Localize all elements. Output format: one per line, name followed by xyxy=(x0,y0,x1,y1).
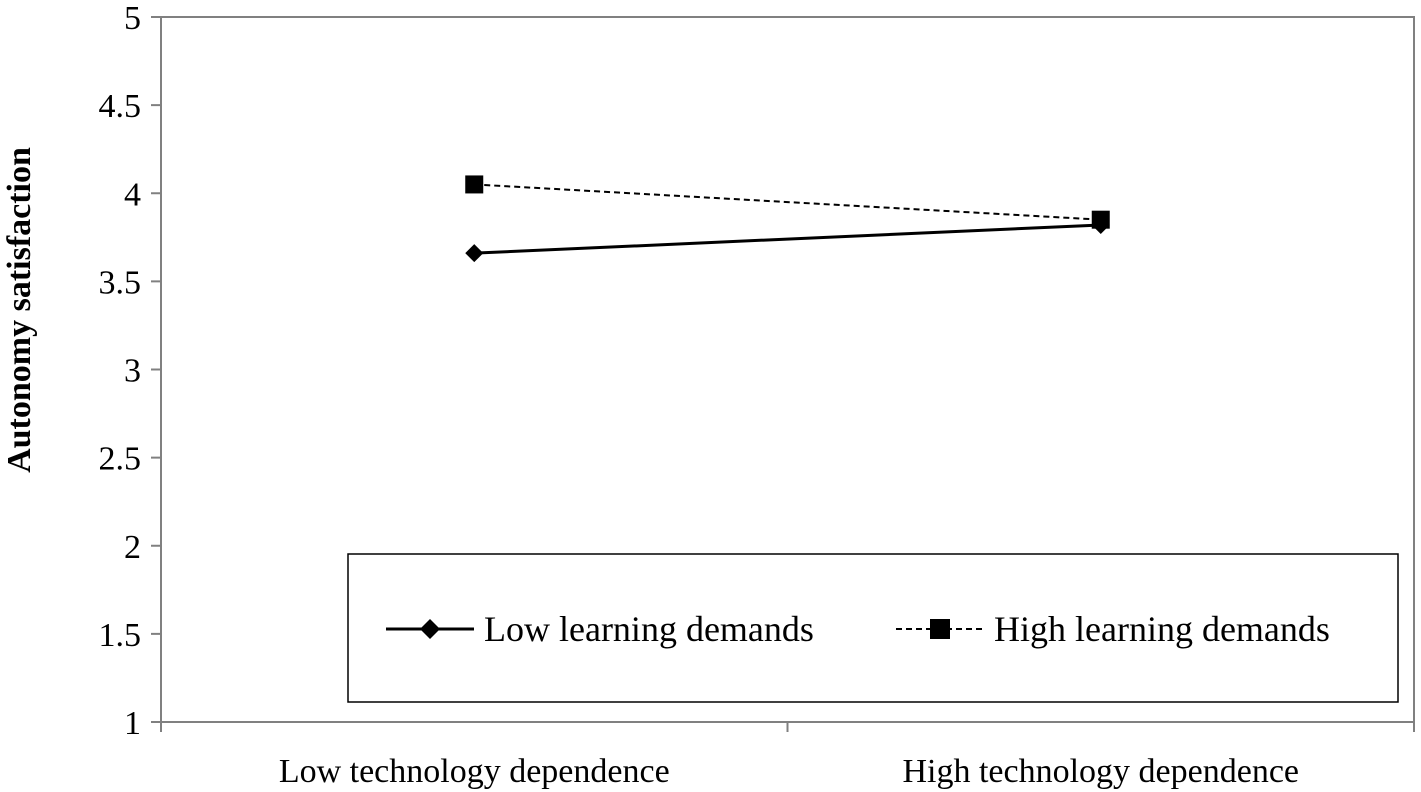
data-point-square xyxy=(1091,210,1110,229)
y-tick-label: 2.5 xyxy=(99,441,142,478)
series-layer xyxy=(465,175,1110,263)
y-tick-label: 4 xyxy=(124,176,141,213)
series-line-low-learning-demands xyxy=(474,223,1101,255)
legend-square-marker xyxy=(930,619,950,639)
x-axis-ticks: Low technology dependence High technology… xyxy=(160,722,1415,790)
y-tick-label: 5 xyxy=(124,0,141,37)
legend-box xyxy=(347,553,1399,703)
legend: Low learning demands High learning deman… xyxy=(347,553,1399,703)
y-tick-label: 1 xyxy=(124,705,141,742)
y-tick-label: 3.5 xyxy=(99,264,142,301)
legend-diamond-marker xyxy=(420,619,440,639)
x-tick-label: High technology dependence xyxy=(902,753,1299,790)
y-tick-label: 3 xyxy=(124,353,141,390)
x-tick-label: Low technology dependence xyxy=(279,753,670,790)
data-point-square xyxy=(465,175,484,194)
y-axis-ticks: 1 1.5 2 2.5 3 3.5 4 4.5 5 xyxy=(99,0,161,742)
y-axis-title: Autonomy satisfaction xyxy=(1,147,38,473)
series-line-high-learning-demands xyxy=(474,183,1101,221)
y-tick-label: 4.5 xyxy=(99,88,142,125)
y-tick-label: 1.5 xyxy=(99,617,142,654)
legend-low-label: Low learning demands xyxy=(484,609,814,649)
y-tick-label: 2 xyxy=(124,529,141,566)
legend-high-label: High learning demands xyxy=(994,609,1330,649)
data-point-diamond xyxy=(465,244,484,263)
